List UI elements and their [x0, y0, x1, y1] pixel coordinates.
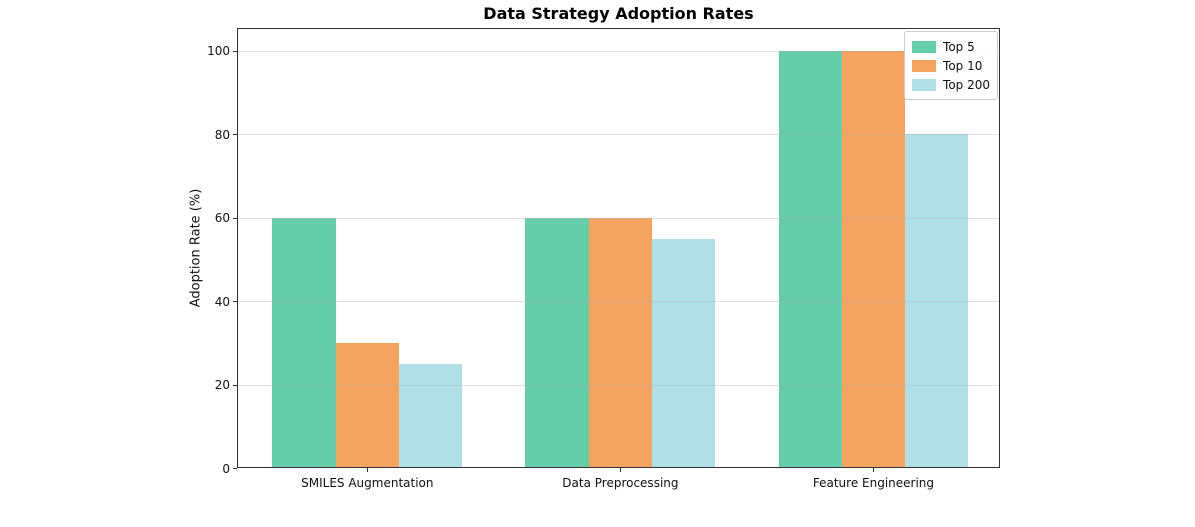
x-tick-0: [367, 468, 369, 472]
y-tick-40: [233, 301, 237, 303]
y-tick-label-100: 100: [207, 44, 230, 59]
x-tick-1: [620, 468, 622, 472]
legend-swatch-top-10: [912, 59, 937, 72]
legend: Top 5 Top 10 Top 200: [904, 31, 998, 100]
bar-top-200-category-2: [905, 134, 969, 467]
legend-row-top-5: Top 5: [912, 37, 990, 56]
x-tick-label-1: Data Preprocessing: [562, 476, 679, 490]
y-tick-label-60: 60: [214, 211, 230, 226]
gridline-40: [238, 301, 999, 303]
y-tick-100: [233, 50, 237, 52]
y-tick-80: [233, 134, 237, 136]
gridline-100: [238, 50, 999, 52]
bar-top-10-category-1: [588, 217, 653, 467]
x-tick-2: [873, 468, 875, 472]
legend-row-top-10: Top 10: [912, 56, 990, 75]
gridline-60: [238, 217, 999, 219]
y-tick-0: [233, 468, 237, 469]
bar-top-10-category-0: [335, 342, 399, 467]
bar-top-5-category-0: [272, 217, 336, 467]
bar-top-200-category-0: [398, 363, 463, 467]
y-tick-label-20: 20: [214, 378, 230, 393]
legend-label-top-200: Top 200: [943, 77, 990, 92]
y-tick-60: [233, 217, 237, 219]
y-tick-label-0: 0: [222, 461, 230, 476]
gridline-20: [238, 384, 999, 386]
y-tick-20: [233, 384, 237, 386]
bar-top-5-category-2: [778, 50, 842, 467]
legend-label-top-5: Top 5: [943, 39, 975, 54]
legend-row-top-200: Top 200: [912, 75, 990, 94]
legend-swatch-top-200: [912, 78, 937, 91]
bar-top-200-category-1: [652, 238, 716, 467]
chart-title: Data Strategy Adoption Rates: [483, 4, 754, 23]
x-tick-label-0: SMILES Augmentation: [301, 476, 434, 490]
bar-top-10-category-2: [841, 50, 906, 467]
legend-label-top-10: Top 10: [943, 58, 983, 73]
y-axis-label: Adoption Rate (%): [188, 188, 204, 308]
gridline-80: [238, 134, 999, 136]
y-tick-label-40: 40: [214, 294, 230, 309]
legend-swatch-top-5: [912, 40, 937, 53]
x-tick-label-2: Feature Engineering: [812, 476, 935, 490]
bar-top-5-category-1: [525, 217, 589, 467]
y-tick-label-80: 80: [214, 127, 230, 142]
